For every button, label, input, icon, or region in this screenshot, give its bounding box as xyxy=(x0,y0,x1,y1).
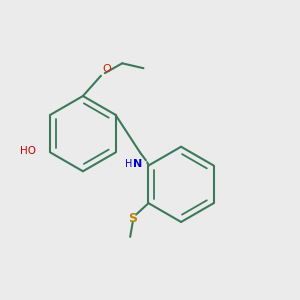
Text: O: O xyxy=(102,64,111,74)
Text: HO: HO xyxy=(20,146,36,156)
Text: S: S xyxy=(128,212,136,225)
Text: N: N xyxy=(134,159,143,169)
Text: H: H xyxy=(125,159,133,169)
